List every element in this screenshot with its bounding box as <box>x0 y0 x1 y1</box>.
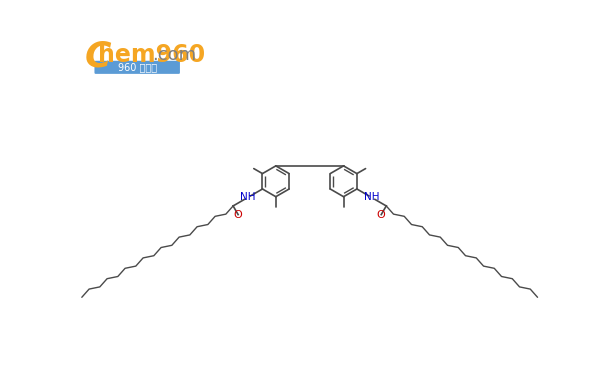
Text: NH: NH <box>240 192 255 202</box>
Text: NH: NH <box>364 192 379 202</box>
Text: 960 化工网: 960 化工网 <box>117 62 157 72</box>
Text: hem960: hem960 <box>98 43 205 67</box>
Text: .com: .com <box>152 46 197 64</box>
Text: C: C <box>85 39 111 74</box>
Text: O: O <box>377 210 385 220</box>
FancyBboxPatch shape <box>94 61 180 74</box>
Text: O: O <box>234 210 243 220</box>
